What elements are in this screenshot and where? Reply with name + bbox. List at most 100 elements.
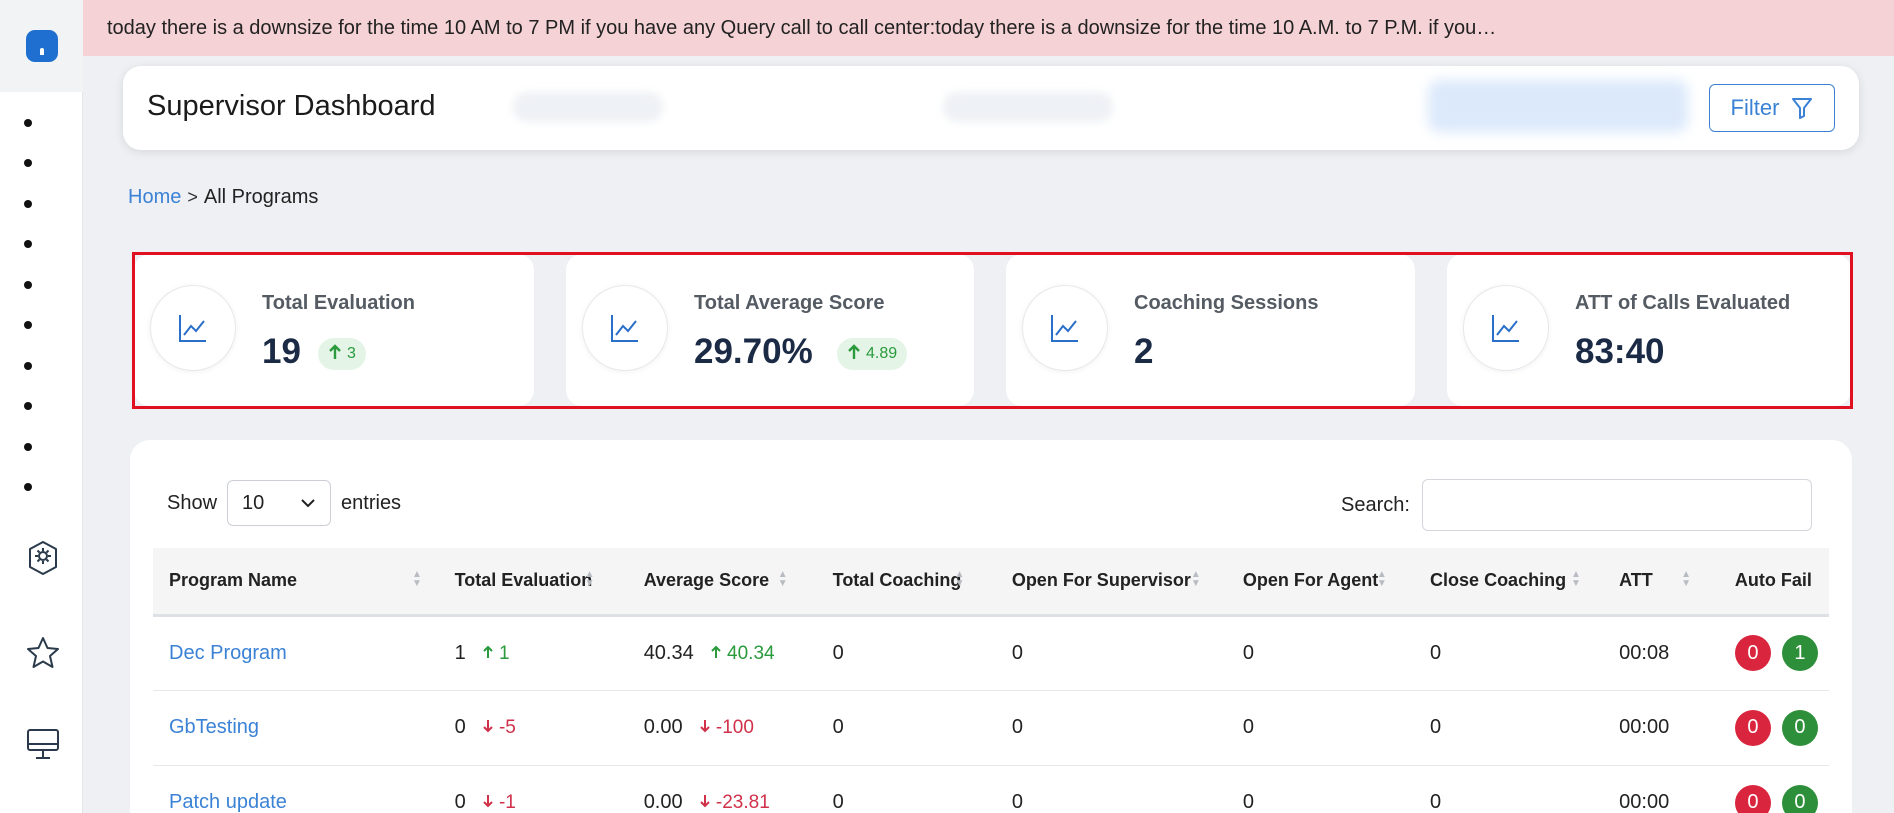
- program-link[interactable]: Dec Program: [169, 641, 287, 664]
- settings-badge-icon[interactable]: [22, 537, 64, 579]
- stat-value: 2: [1134, 332, 1154, 371]
- auto-fail-green-badge[interactable]: 0: [1781, 709, 1818, 746]
- breadcrumb-home-link[interactable]: Home: [128, 186, 182, 208]
- sidebar-nav-dot[interactable]: [24, 119, 32, 127]
- delta-indicator: 40.34: [710, 643, 775, 664]
- stat-card-total-evaluation: Total Evaluation 19 3: [134, 254, 534, 406]
- line-chart-icon: [582, 285, 668, 371]
- open-for-agent-cell: 0: [1242, 641, 1255, 664]
- auto-fail-red-badge[interactable]: 0: [1734, 709, 1771, 746]
- delta-indicator: -5: [482, 717, 516, 738]
- sidebar-nav-dot[interactable]: [24, 281, 32, 289]
- monitor-icon[interactable]: [22, 723, 64, 765]
- line-chart-icon: [150, 285, 236, 371]
- filter-button[interactable]: Filter: [1709, 84, 1835, 132]
- close-coaching-cell: 0: [1430, 791, 1442, 813]
- open-for-supervisor-cell: 0: [1011, 791, 1023, 813]
- program-link[interactable]: Patch update: [169, 791, 287, 813]
- stat-label: Total Average Score: [694, 292, 885, 314]
- att-cell: 00:00: [1619, 716, 1670, 738]
- announcement-banner: today there is a downsize for the time 1…: [83, 0, 1894, 56]
- stat-label: Coaching Sessions: [1134, 292, 1319, 314]
- column-header-att[interactable]: ATT ▲ ▼: [1619, 569, 1692, 591]
- delta-indicator: 1: [482, 643, 510, 664]
- total-evaluation-cell: 1 1: [454, 641, 510, 664]
- sort-icon: ▲ ▼: [954, 569, 965, 589]
- arrow-up-icon: [328, 343, 342, 365]
- blurred-element: [513, 92, 663, 122]
- delta-indicator: -1: [482, 792, 516, 813]
- open-for-supervisor-cell: 0: [1011, 716, 1023, 738]
- average-score-cell: 40.34 40.34: [643, 641, 775, 664]
- highlight-frame: [132, 252, 1853, 409]
- average-score-cell: 0.00 -100: [643, 716, 754, 738]
- open-for-agent-cell: 0: [1242, 791, 1255, 813]
- stat-delta-value: 4.89: [866, 345, 898, 362]
- sort-icon: ▲ ▼: [1376, 569, 1387, 589]
- program-name-cell: GbTesting: [153, 690, 439, 765]
- sort-icon: ▲ ▼: [584, 569, 595, 589]
- blurred-element: [943, 92, 1113, 122]
- filter-icon: [1792, 98, 1813, 119]
- stat-value: 29.70%: [694, 332, 813, 371]
- auto-fail-green-badge[interactable]: 1: [1781, 635, 1818, 671]
- column-header-program-name[interactable]: Program Name ▲ ▼: [169, 569, 422, 591]
- table-row: Patch update 0 -1 0.00 -23.81 0 0 0 0 00:00 0 0: [153, 765, 1829, 813]
- column-header-auto-fail[interactable]: Auto Fail: [1734, 570, 1812, 591]
- column-header-total-evaluation[interactable]: Total Evaluation ▲ ▼: [454, 569, 595, 591]
- program-name-cell: Dec Program: [153, 615, 439, 690]
- auto-fail-green-badge[interactable]: 0: [1781, 784, 1818, 813]
- att-cell: 00:08: [1619, 641, 1670, 664]
- att-cell: 00:00: [1619, 791, 1670, 813]
- column-header-close-coaching[interactable]: Close Coaching ▲ ▼: [1430, 569, 1581, 591]
- breadcrumb-current: All Programs: [203, 186, 319, 208]
- program-link[interactable]: GbTesting: [169, 716, 260, 738]
- home-icon[interactable]: [0, 0, 83, 92]
- banner-text: today there is a downsize for the time 1…: [107, 16, 1497, 39]
- column-header-open-for-agent[interactable]: Open For Agent ▲ ▼: [1242, 569, 1387, 591]
- arrow-up-icon: [847, 343, 861, 365]
- delta-indicator: -23.81: [699, 792, 770, 813]
- sidebar-nav-dot[interactable]: [24, 362, 32, 370]
- total-evaluation-cell: 0 -5: [454, 716, 516, 738]
- chevron-down-icon: [301, 499, 315, 508]
- sidebar-nav-dot[interactable]: [24, 200, 32, 208]
- search-input[interactable]: [1421, 479, 1812, 531]
- sidebar-nav-dot[interactable]: [24, 483, 32, 491]
- auto-fail-red-badge[interactable]: 0: [1734, 784, 1771, 813]
- stat-card-coaching-sessions: Coaching Sessions 2: [1006, 254, 1415, 406]
- sidebar-nav-dot[interactable]: [24, 159, 32, 167]
- column-header-average-score[interactable]: Average Score ▲ ▼: [643, 569, 788, 591]
- total-coaching-cell: 0: [832, 641, 844, 664]
- star-icon[interactable]: [22, 632, 64, 674]
- stat-value: 83:40: [1575, 332, 1665, 371]
- stat-label: ATT of Calls Evaluated: [1575, 292, 1791, 314]
- line-chart-icon: [1022, 285, 1108, 371]
- open-for-agent-cell: 0: [1242, 716, 1255, 738]
- entries-select[interactable]: 10: [227, 480, 332, 526]
- sidebar-nav-dot[interactable]: [24, 240, 32, 248]
- sidebar-nav-dot[interactable]: [24, 402, 32, 410]
- arrow-down-icon: [482, 717, 494, 738]
- arrow-down-icon: [699, 792, 711, 813]
- header-card: Supervisor Dashboard Filter: [123, 66, 1859, 150]
- column-header-open-for-supervisor[interactable]: Open For Supervisor ▲ ▼: [1011, 569, 1201, 591]
- sort-icon: ▲ ▼: [1190, 569, 1201, 589]
- auto-fail-red-badge[interactable]: 0: [1734, 635, 1771, 671]
- program-name-cell: Patch update: [153, 765, 439, 813]
- sort-icon: ▲ ▼: [412, 569, 422, 589]
- delta-indicator: -100: [699, 717, 754, 738]
- column-header-total-coaching[interactable]: Total Coaching ▲ ▼: [832, 569, 965, 591]
- stat-delta-badge: 4.89: [837, 338, 908, 370]
- open-for-supervisor-cell: 0: [1011, 641, 1023, 664]
- sidebar-nav-dot[interactable]: [24, 443, 32, 451]
- arrow-down-icon: [699, 717, 711, 738]
- show-label: Show: [167, 491, 218, 514]
- sidebar: [0, 0, 83, 813]
- sidebar-nav-dot[interactable]: [24, 321, 32, 329]
- blurred-button: [1428, 80, 1688, 132]
- programs-table-panel: Show 10 entries Search: Program Name ▲ ▼ T…: [130, 440, 1852, 813]
- total-evaluation-cell: 0 -1: [454, 791, 516, 813]
